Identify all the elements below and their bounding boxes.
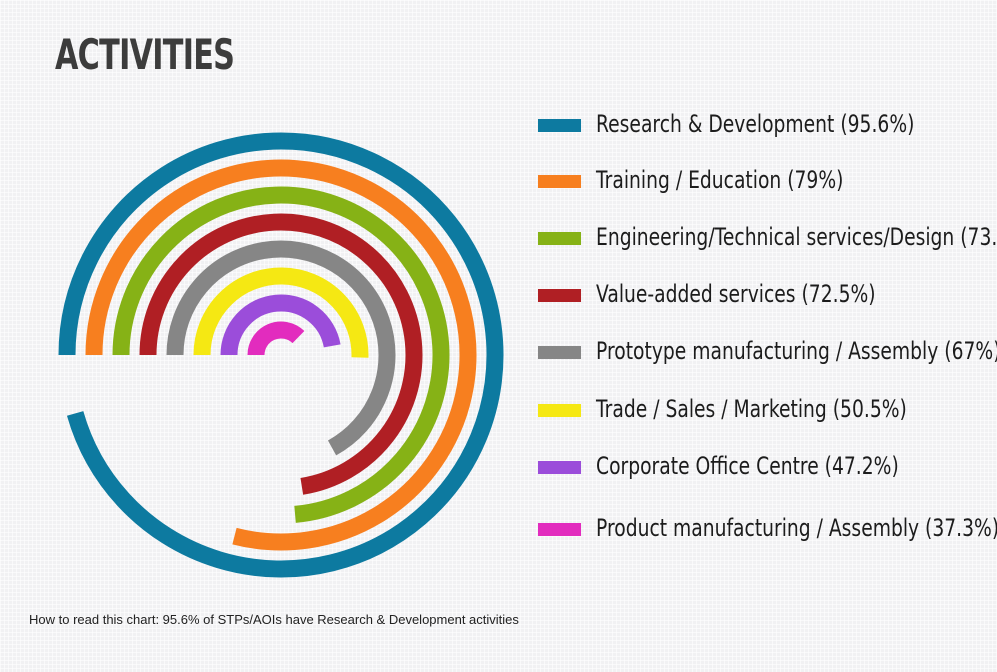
arc-prototype-manufacturing-assembly xyxy=(166,240,396,456)
legend-swatch xyxy=(538,119,581,132)
legend-label: Trade / Sales / Marketing (50.5%) xyxy=(596,395,907,423)
arc-trade-sales-marketing xyxy=(193,267,369,358)
legend-label: Engineering/Technical services/Design (7… xyxy=(596,223,997,251)
legend-swatch xyxy=(538,346,581,359)
arc-training-education xyxy=(85,159,477,551)
chart-title: ACTIVITIES xyxy=(55,30,235,79)
legend-label: Product manufacturing / Assembly (37.3%) xyxy=(596,514,997,542)
legend-label: Research & Development (95.6%) xyxy=(596,110,915,138)
legend-swatch xyxy=(538,461,581,474)
arc-engineering-technical-services-design xyxy=(112,186,450,523)
chart-footnote: How to read this chart: 95.6% of STPs/AO… xyxy=(29,612,519,627)
arc-corporate-office-centre xyxy=(220,294,341,356)
legend-swatch xyxy=(538,175,581,188)
legend-label: Training / Education (79%) xyxy=(596,166,844,194)
arc-product-manufacturing-assembly xyxy=(247,321,305,356)
legend-swatch xyxy=(538,404,581,417)
arc-research-development xyxy=(58,132,504,578)
legend-swatch xyxy=(538,289,581,302)
legend-label: Prototype manufacturing / Assembly (67%) xyxy=(596,337,997,365)
legend-swatch xyxy=(538,232,581,245)
legend-label: Corporate Office Centre (47.2%) xyxy=(596,452,899,480)
legend-swatch xyxy=(538,523,581,536)
legend-label: Value-added services (72.5%) xyxy=(596,280,876,308)
arc-value-added-services xyxy=(139,213,423,495)
